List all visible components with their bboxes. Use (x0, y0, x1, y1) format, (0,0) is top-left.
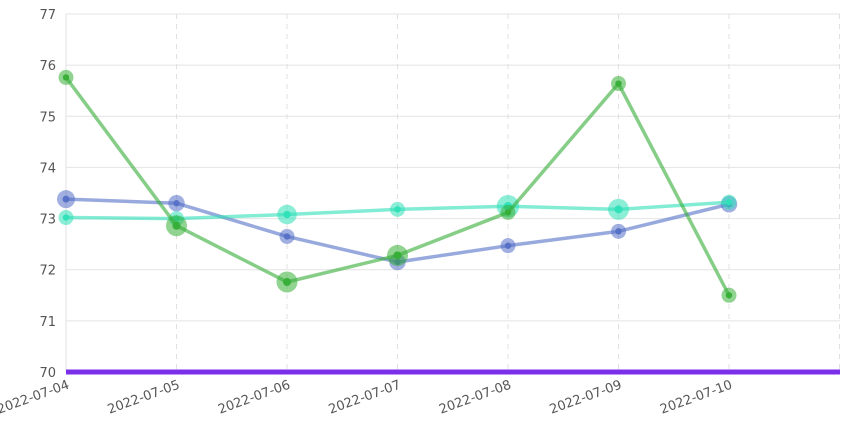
y-tick-labels: 70 71 72 73 74 75 76 77 (39, 8, 56, 381)
data-point (614, 205, 623, 214)
data-point (62, 74, 70, 81)
y-tick-label: 71 (39, 315, 56, 330)
series-2 (58, 69, 737, 303)
data-point (62, 195, 70, 203)
data-point (393, 251, 402, 260)
data-point (615, 228, 622, 235)
x-tick-label: 2022-07-10 (658, 378, 734, 418)
data-point (504, 242, 512, 249)
y-tick-label: 74 (39, 161, 56, 176)
data-point (283, 210, 291, 219)
x-tick-label: 2022-07-09 (548, 378, 624, 418)
data-point (282, 277, 292, 287)
data-point (615, 80, 622, 87)
y-tick-label: 75 (39, 110, 56, 125)
x-tick-label: 2022-07-04 (0, 378, 71, 418)
data-point (62, 214, 70, 221)
x-tick-label: 2022-07-07 (327, 378, 403, 418)
series-layer (57, 69, 738, 303)
y-tick-label: 76 (39, 59, 56, 74)
data-point (394, 206, 401, 213)
data-point (504, 209, 512, 216)
y-tick-label: 70 (39, 366, 56, 381)
grid-lines (65, 13, 840, 372)
y-tick-label: 73 (39, 213, 56, 228)
data-point (725, 292, 733, 299)
y-tick-label: 72 (39, 264, 56, 279)
data-point (283, 233, 291, 240)
data-point (173, 200, 180, 207)
x-tick-label: 2022-07-08 (437, 378, 513, 418)
data-point (725, 199, 733, 206)
data-point (172, 221, 181, 230)
x-tick-label: 2022-07-05 (106, 378, 182, 418)
x-tick-labels: 2022-07-04 2022-07-05 2022-07-06 2022-07-07… (0, 378, 734, 418)
series-1 (58, 194, 737, 227)
x-tick-label: 2022-07-06 (216, 378, 292, 418)
y-tick-label: 77 (39, 8, 56, 23)
